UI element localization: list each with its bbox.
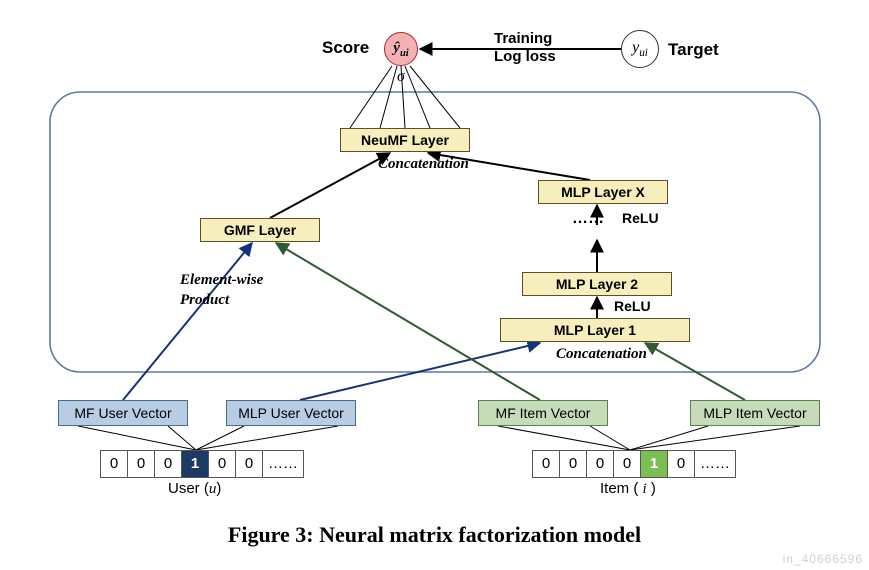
onehot-cell: 0 (533, 451, 560, 477)
neumf-layer: NeuMF Layer (340, 128, 470, 152)
onehot-cell: …… (695, 451, 735, 477)
relu-label-2: ReLU (614, 298, 651, 314)
mlp-layer-2: MLP Layer 2 (522, 272, 672, 296)
concat-label-top: Concatenation (378, 156, 469, 173)
mlp-layer-1: MLP Layer 1 (500, 318, 690, 342)
onehot-cell: 0 (155, 451, 182, 477)
mlp-dots: …… (572, 210, 604, 228)
training-label-2: Log loss (494, 48, 556, 65)
mlp-layer-x: MLP Layer X (538, 180, 668, 204)
score-circle: ŷui (384, 32, 418, 66)
onehot-cell: 0 (614, 451, 641, 477)
onehot-cell: 0 (101, 451, 128, 477)
onehot-cell: 0 (668, 451, 695, 477)
mlp-user-vector: MLP User Vector (226, 400, 356, 426)
onehot-cell: 0 (128, 451, 155, 477)
target-circle: yui (621, 30, 659, 68)
gmf-layer: GMF Layer (200, 218, 320, 242)
user-onehot: 000100…… (100, 450, 304, 478)
sigma-label: σ (397, 68, 405, 86)
mlp-item-vector: MLP Item Vector (690, 400, 820, 426)
item-onehot: 000010…… (532, 450, 736, 478)
onehot-cell: 0 (560, 451, 587, 477)
onehot-cell: 1 (182, 451, 209, 477)
onehot-cell: 1 (641, 451, 668, 477)
elementwise-label-1: Element-wise (180, 272, 263, 289)
score-symbol: ŷui (393, 40, 408, 56)
onehot-cell: 0 (587, 451, 614, 477)
elementwise-label-2: Product (180, 292, 229, 309)
relu-label-x: ReLU (622, 210, 659, 226)
watermark: in_40666596 (783, 552, 863, 566)
score-label: Score (322, 38, 369, 58)
concat-label-bottom: Concatenation (556, 346, 647, 363)
mf-user-vector: MF User Vector (58, 400, 188, 426)
onehot-cell: 0 (236, 451, 263, 477)
onehot-cell: 0 (209, 451, 236, 477)
connections-svg (0, 0, 869, 570)
user-label: User (u) (168, 480, 221, 498)
onehot-cell: …… (263, 451, 303, 477)
target-label: Target (668, 40, 719, 60)
item-label: Item ( i ) (600, 480, 656, 498)
mf-item-vector: MF Item Vector (478, 400, 608, 426)
training-label-1: Training (494, 30, 552, 47)
target-symbol: yui (632, 39, 648, 56)
figure-caption: Figure 3: Neural matrix factorization mo… (0, 522, 869, 548)
